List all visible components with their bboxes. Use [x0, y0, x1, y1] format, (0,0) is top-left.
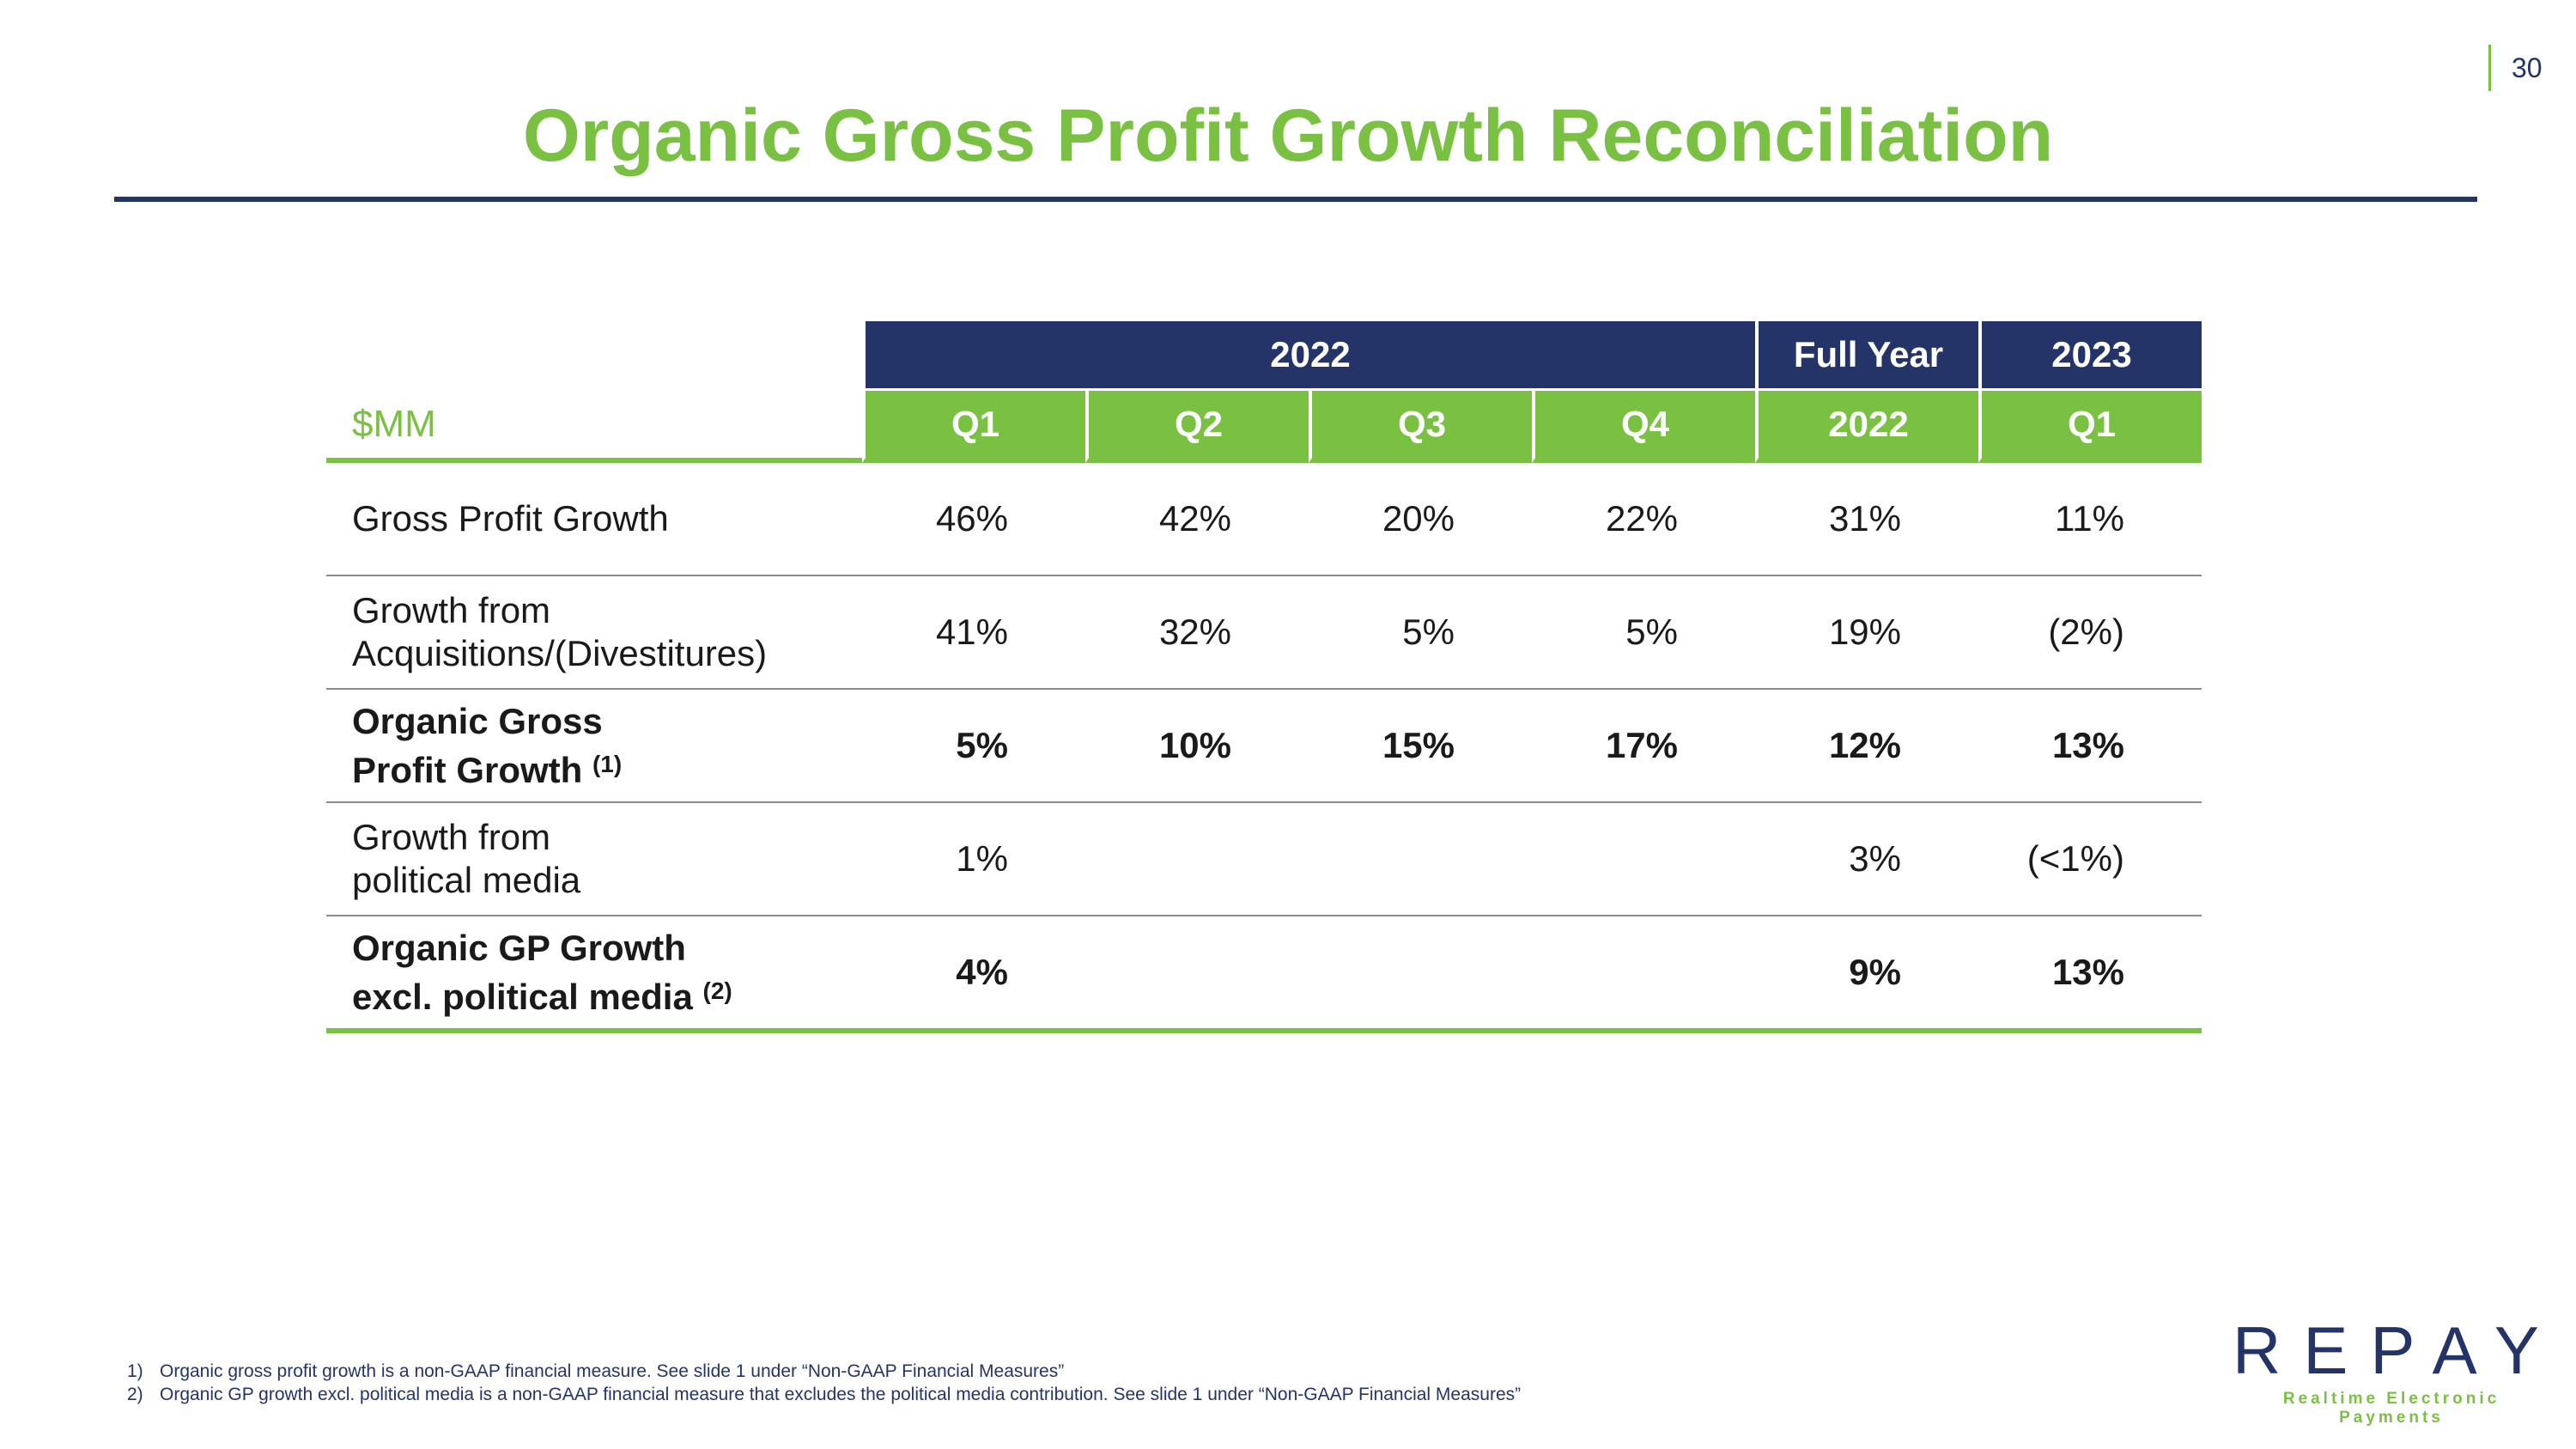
group-header-full-year: Full Year: [1755, 321, 1978, 388]
row-label-line: Growth from: [352, 817, 551, 857]
footnote-marker: (1): [592, 750, 623, 777]
table-cell: 42%: [1085, 463, 1309, 576]
table-cell: [1532, 916, 1755, 1033]
footnotes: 1) Organic gross profit growth is a non-G…: [127, 1360, 1521, 1406]
table-cell: 17%: [1532, 690, 1755, 803]
table-cell: (<1%): [1978, 803, 2202, 916]
row-label-line: excl. political media: [352, 976, 693, 1017]
table-cell: 32%: [1085, 576, 1309, 690]
table-cell: 19%: [1755, 576, 1978, 690]
page-number: 30: [2488, 45, 2543, 91]
table-cell: 4%: [862, 916, 1085, 1033]
table-cell: 1%: [862, 803, 1085, 916]
table-cell: [1085, 803, 1309, 916]
footnote-marker: (2): [702, 977, 732, 1004]
row-label-line: Acquisitions/(Divestitures): [352, 633, 768, 673]
group-header-2022: 2022: [862, 321, 1755, 388]
row-label-line: Organic Gross: [352, 700, 603, 741]
table-cell: 31%: [1755, 463, 1978, 576]
row-label-line: political media: [352, 860, 581, 900]
row-label: Organic GP Growth excl. political media (…: [326, 916, 862, 1033]
table-cell: [1532, 803, 1755, 916]
row-label-line: Profit Growth: [352, 749, 583, 790]
column-header-fy-2022: 2022: [1755, 388, 1978, 463]
table-cell: 12%: [1755, 690, 1978, 803]
table-cell: 9%: [1755, 916, 1978, 1033]
unit-label: $MM: [326, 388, 862, 463]
column-header-q3-2022: Q3: [1309, 388, 1532, 463]
logo-wordmark: REPAY: [2233, 1312, 2561, 1388]
table-cell: 11%: [1978, 463, 2202, 576]
footnote-number: 1): [127, 1361, 143, 1381]
table-cell: 5%: [862, 690, 1085, 803]
logo-tagline: Realtime Electronic Payments: [2282, 1390, 2500, 1427]
reconciliation-table: 2022 Full Year 2023 $MM Q1 Q2 Q3 Q4 2022…: [326, 321, 2202, 1033]
footnote-item: 1) Organic gross profit growth is a non-G…: [127, 1360, 1521, 1383]
column-header-q4-2022: Q4: [1532, 388, 1755, 463]
table-cell: 5%: [1532, 576, 1755, 690]
table-cell: (2%): [1978, 576, 2202, 690]
column-header-q1-2023: Q1: [1978, 388, 2202, 463]
footnote-number: 2): [127, 1385, 143, 1404]
column-header-row: $MM Q1 Q2 Q3 Q4 2022 Q1: [326, 388, 2202, 463]
row-label: Growth from political media: [326, 803, 862, 916]
table-cell: 41%: [862, 576, 1085, 690]
table-cell: 13%: [1978, 916, 2202, 1033]
footnote-item: 2) Organic GP growth excl. political medi…: [127, 1383, 1521, 1406]
table-row: Growth from Acquisitions/(Divestitures) 4…: [326, 576, 2202, 690]
row-label: Gross Profit Growth: [326, 463, 862, 576]
header-spacer: [326, 321, 862, 388]
table-cell: 10%: [1085, 690, 1309, 803]
table-cell: 13%: [1978, 690, 2202, 803]
repay-logo: REPAY Realtime Electronic Payments: [2233, 1314, 2550, 1428]
column-header-q2-2022: Q2: [1085, 388, 1309, 463]
footnote-text: Organic gross profit growth is a non-GAA…: [160, 1361, 1065, 1381]
row-label-line: Growth from: [352, 590, 551, 630]
table-cell: [1085, 916, 1309, 1033]
table-cell: 5%: [1309, 576, 1532, 690]
page-title: Organic Gross Profit Growth Reconciliati…: [522, 94, 2054, 177]
column-header-q1-2022: Q1: [862, 388, 1085, 463]
table-row: Growth from political media 1% 3% (<1%): [326, 803, 2202, 916]
table-cell: 46%: [862, 463, 1085, 576]
table-row: Organic Gross Profit Growth (1) 5% 10% 15…: [326, 690, 2202, 803]
title-divider: [114, 197, 2477, 202]
group-header-2023: 2023: [1978, 321, 2202, 388]
table-cell: 15%: [1309, 690, 1532, 803]
table-cell: 22%: [1532, 463, 1755, 576]
table-cell: [1309, 916, 1532, 1033]
row-label: Growth from Acquisitions/(Divestitures): [326, 576, 862, 690]
table-cell: [1309, 803, 1532, 916]
table-row: Gross Profit Growth 46% 42% 20% 22% 31% …: [326, 463, 2202, 576]
table-cell: 20%: [1309, 463, 1532, 576]
footnote-text: Organic GP growth excl. political media …: [160, 1385, 1522, 1404]
table-row: Organic GP Growth excl. political media (…: [326, 916, 2202, 1033]
row-label-line: Organic GP Growth: [352, 927, 686, 968]
row-label: Organic Gross Profit Growth (1): [326, 690, 862, 803]
table-cell: 3%: [1755, 803, 1978, 916]
group-header-row: 2022 Full Year 2023: [326, 321, 2202, 388]
row-label-line: Gross Profit Growth: [352, 498, 669, 539]
